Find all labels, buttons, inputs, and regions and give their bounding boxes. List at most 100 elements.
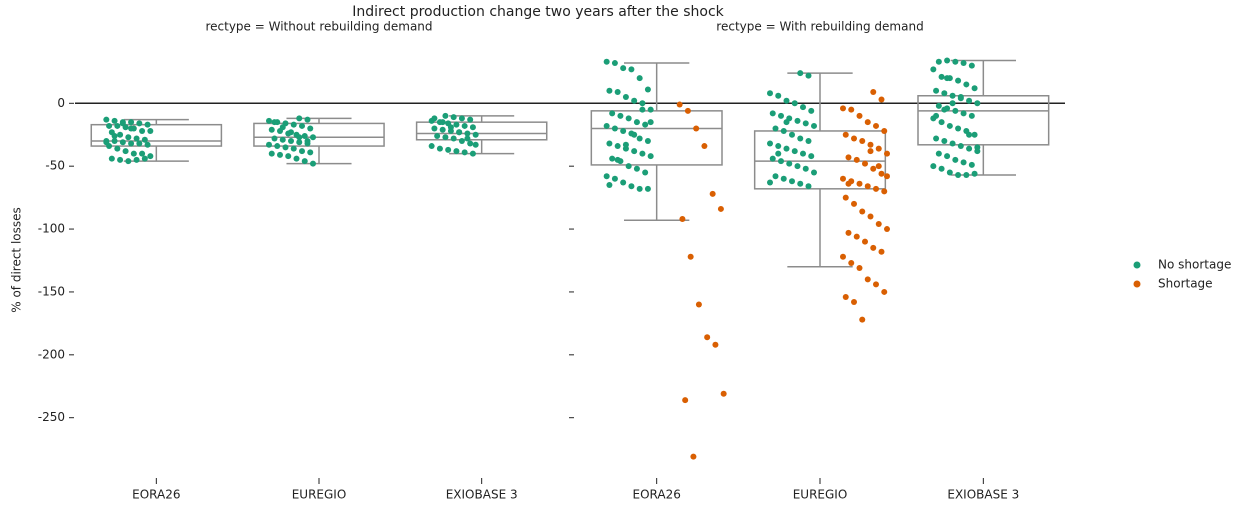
- strip-point: [442, 134, 449, 141]
- strip-point: [808, 153, 815, 160]
- strip-point: [873, 122, 879, 129]
- strip-point: [845, 180, 852, 187]
- strip-point: [647, 153, 654, 160]
- strip-point: [130, 150, 137, 157]
- strip-point: [772, 125, 779, 132]
- box: [590, 110, 723, 166]
- strip-point: [859, 208, 866, 215]
- strip-point: [117, 156, 124, 163]
- strip-point: [133, 135, 140, 142]
- strip-point: [439, 126, 446, 133]
- strip-point: [606, 140, 613, 147]
- strip-point: [622, 141, 629, 148]
- strip-point: [938, 119, 945, 126]
- strip-point: [682, 397, 689, 404]
- strip-point: [628, 66, 635, 73]
- strip-point: [290, 145, 297, 152]
- strip-point: [684, 107, 691, 114]
- strip-point: [968, 161, 975, 168]
- strip-point: [103, 116, 110, 123]
- strip-point: [268, 126, 275, 133]
- strip-point: [805, 183, 812, 190]
- strip-point: [840, 175, 846, 182]
- y-tick-label: -150: [38, 284, 65, 298]
- strip-point: [805, 138, 812, 145]
- strip-point: [603, 58, 610, 65]
- strip-point: [968, 62, 975, 69]
- strip-point: [676, 101, 683, 108]
- y-axis-label: % of direct losses: [10, 207, 24, 313]
- x-tick-label: EUREGIO: [793, 488, 848, 502]
- strip-point: [144, 121, 151, 128]
- box: [415, 121, 548, 141]
- strip-point: [789, 178, 795, 185]
- strip-point: [870, 165, 877, 172]
- strip-point: [851, 135, 857, 142]
- strip-point: [867, 213, 874, 220]
- strip-point: [778, 112, 784, 119]
- strip-point: [456, 129, 463, 136]
- legend-marker: [1133, 280, 1141, 288]
- strip-point: [938, 165, 945, 172]
- strip-point: [128, 140, 135, 147]
- strip-point: [952, 58, 959, 65]
- strip-point: [307, 149, 314, 156]
- strip-point: [128, 125, 135, 132]
- strip-point: [614, 156, 621, 163]
- strip-point: [767, 90, 773, 97]
- strip-point: [930, 66, 937, 73]
- strip-point: [122, 148, 129, 155]
- x-tick-label: EORA26: [632, 488, 680, 502]
- strip-point: [279, 124, 286, 131]
- strip-point: [288, 138, 294, 145]
- strip-point: [639, 106, 646, 113]
- strip-point: [687, 253, 694, 260]
- strip-point: [955, 171, 962, 178]
- strip-point: [307, 125, 314, 132]
- strip-point: [941, 106, 948, 113]
- strip-point: [139, 150, 146, 157]
- strip-point: [633, 165, 640, 172]
- strip-point: [301, 133, 308, 139]
- strip-point: [797, 70, 804, 77]
- strip-point: [467, 140, 474, 147]
- strip-point: [631, 148, 638, 155]
- strip-point: [617, 112, 624, 119]
- strip-point: [775, 150, 782, 157]
- strip-point: [620, 179, 627, 186]
- strip-point: [769, 155, 776, 162]
- strip-point: [609, 110, 616, 117]
- strip-point: [805, 72, 812, 79]
- strip-point: [111, 117, 118, 124]
- strip-point: [971, 131, 978, 138]
- strip-point: [933, 112, 940, 119]
- strip-point: [464, 135, 471, 142]
- strip-point: [878, 170, 885, 177]
- strip-point: [285, 153, 292, 160]
- strip-point: [780, 127, 787, 134]
- strip-point: [797, 180, 804, 187]
- strip-point: [428, 143, 435, 150]
- strip-point: [603, 122, 610, 129]
- strip-point: [695, 301, 702, 308]
- strip-point: [797, 135, 804, 142]
- strip-point: [811, 122, 817, 129]
- strip-point: [293, 155, 300, 162]
- strip-point: [870, 88, 877, 95]
- strip-point: [690, 453, 697, 460]
- strip-point: [864, 276, 871, 283]
- strip-point: [611, 60, 618, 67]
- strip-point: [851, 200, 857, 207]
- strip-point: [935, 58, 942, 65]
- strip-point: [856, 180, 863, 187]
- strip-point: [636, 135, 643, 142]
- strip-point: [609, 155, 616, 162]
- strip-point: [644, 185, 651, 192]
- strip-point: [842, 293, 849, 300]
- strip-point: [842, 131, 849, 138]
- strip-point: [941, 90, 948, 97]
- strip-point: [606, 87, 613, 94]
- strip-point: [271, 135, 278, 142]
- strip-point: [853, 156, 860, 163]
- legend-marker: [1133, 261, 1141, 269]
